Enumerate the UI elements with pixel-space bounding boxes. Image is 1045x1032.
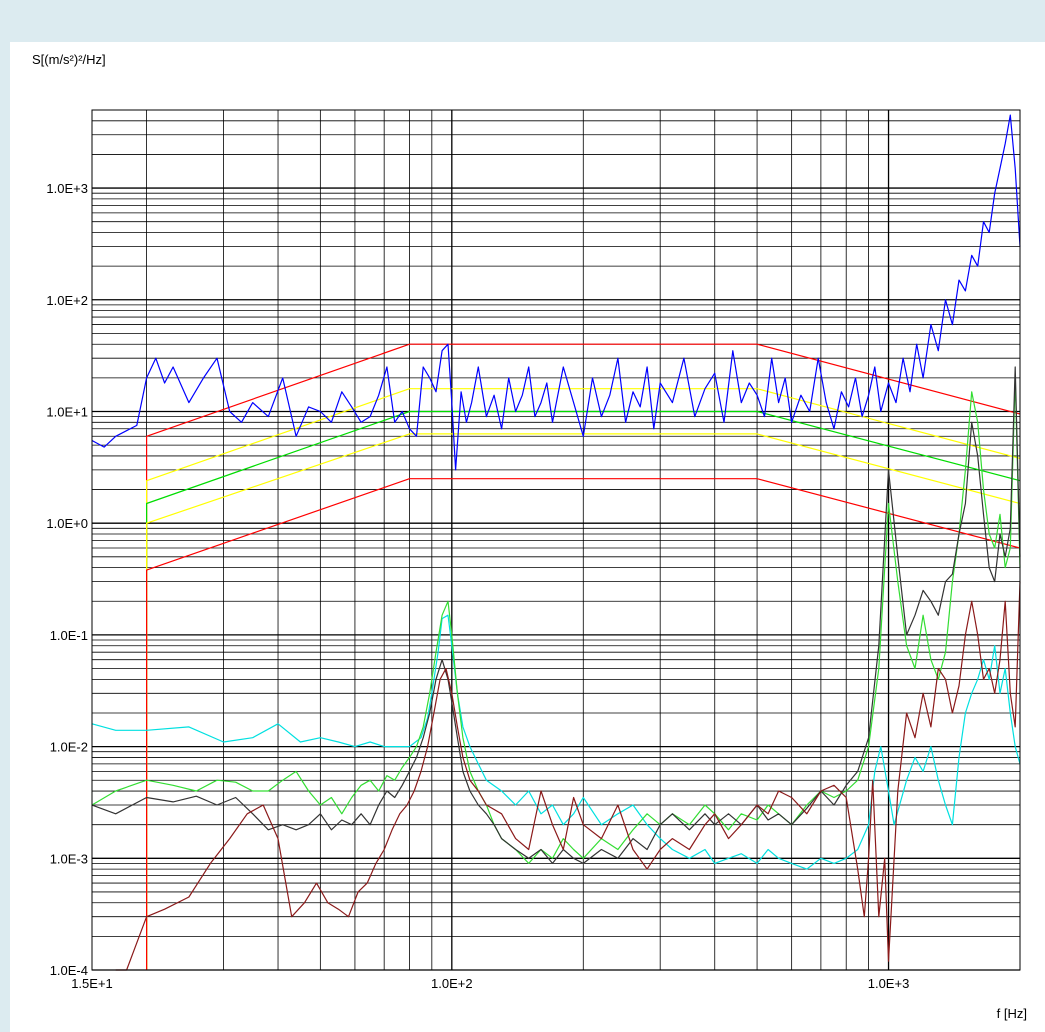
plot-frame — [91, 109, 1021, 971]
y-tick-label: 1.0E-4 — [50, 963, 88, 978]
x-tick-label: 1.0E+2 — [431, 976, 473, 991]
x-tick-label: 1.0E+3 — [868, 976, 910, 991]
series-line-5 — [146, 478, 1021, 970]
y-tick-label: 1.0E+0 — [46, 516, 88, 531]
major-gridlines — [92, 110, 1020, 971]
series-line-10 — [115, 581, 1021, 971]
tick-labels: 1.0E-4 1.0E-3 1.0E-2 1.0E-1 1.0E+0 1.0E+1 1.0E… — [46, 181, 909, 991]
series-layer — [91, 114, 1021, 971]
series-line-9 — [91, 366, 1021, 865]
y-tick-label: 1.0E+3 — [46, 181, 88, 196]
series-line-8 — [91, 377, 1021, 865]
chart-panel: 1.0E-4 1.0E-3 1.0E-2 1.0E-1 1.0E+0 1.0E+1 1.0E… — [10, 42, 1045, 1032]
x-axis-title: f [Hz] — [997, 1006, 1027, 1021]
y-tick-label: 1.0E-2 — [50, 740, 88, 755]
y-tick-label: 1.0E-1 — [50, 628, 88, 643]
y-axis-title: S[(m/s²)²/Hz] — [32, 52, 106, 67]
series-line-7 — [91, 614, 1021, 870]
psd-chart: 1.0E-4 1.0E-3 1.0E-2 1.0E-1 1.0E+0 1.0E+1 1.0E… — [32, 52, 1027, 1021]
minor-gridlines — [92, 109, 1021, 970]
y-tick-label: 1.0E+2 — [46, 293, 88, 308]
y-tick-label: 1.0E-3 — [50, 851, 88, 866]
x-tick-label: 1.5E+1 — [71, 976, 113, 991]
series-line-6 — [91, 114, 1021, 471]
y-tick-label: 1.0E+1 — [46, 404, 88, 419]
